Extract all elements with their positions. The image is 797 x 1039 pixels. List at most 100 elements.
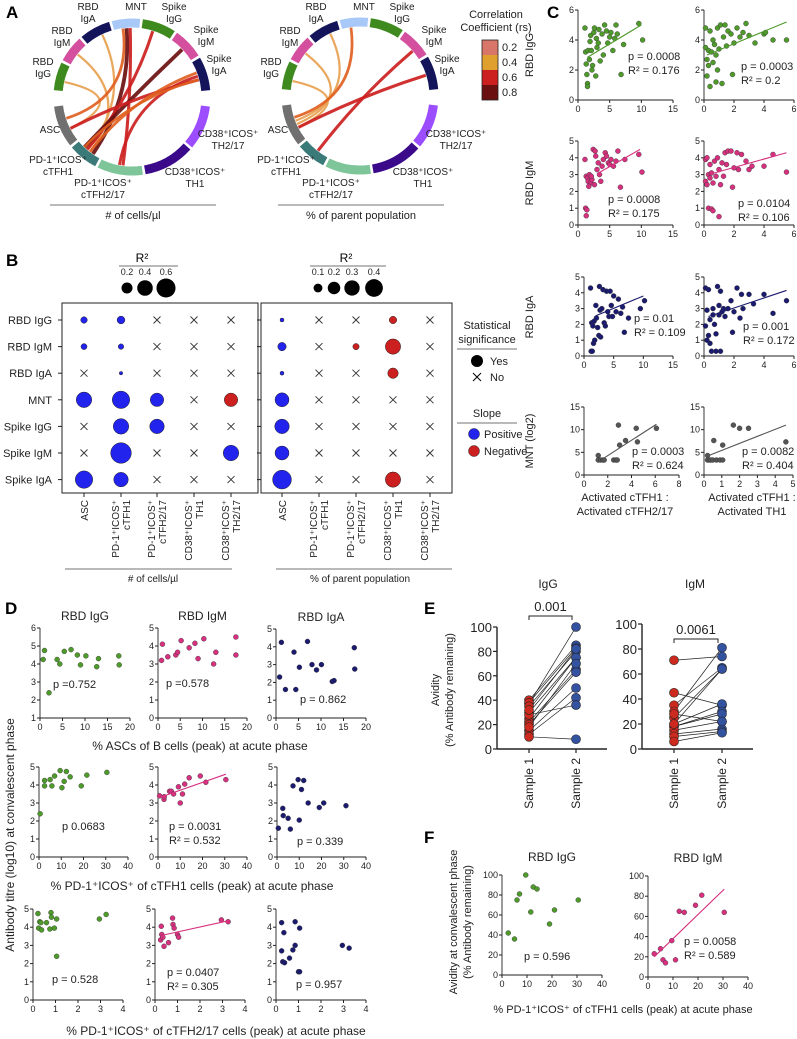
x-tick-label: 0: [701, 479, 706, 489]
not-significant-cross-icon: [190, 369, 198, 378]
plot-title: RBD IgG: [528, 850, 576, 864]
data-point: [77, 662, 84, 668]
y-tick-label: 4: [268, 780, 273, 790]
data-point: [719, 160, 725, 166]
positive-dot: [274, 392, 290, 408]
regression-line: [708, 289, 787, 318]
data-point: [740, 305, 746, 312]
y-tick-label: 3: [695, 304, 700, 314]
data-point: [116, 662, 122, 668]
data-point: [603, 153, 610, 159]
chord-segment-label: RBD: [51, 26, 72, 37]
data-point: [783, 37, 790, 43]
data-point: [595, 40, 601, 46]
data-point: [738, 291, 745, 298]
p-value-label: p = 0.0003: [741, 61, 793, 73]
x-tick-label: 20: [693, 981, 703, 991]
column-label: CD38⁺ICOS⁺ TH1: [184, 500, 206, 561]
x-tick-label: 5: [178, 722, 183, 732]
chord-segment-label: PD-1⁺ICOS⁺: [302, 178, 360, 189]
p-value-label: p = 0.0407: [167, 967, 219, 979]
sample2-point: [717, 651, 727, 662]
x-tick-label: 2: [731, 229, 736, 239]
pair-line: [528, 645, 577, 701]
y-tick-label: 5: [149, 762, 154, 772]
not-significant-cross-icon: [426, 395, 434, 404]
y-axis-label: MNT (log2): [524, 414, 536, 469]
f-ylabel-2: (% Antibody remaining): [462, 865, 474, 979]
chord-link: [316, 50, 414, 152]
data-point: [47, 926, 53, 932]
data-point: [278, 948, 285, 954]
y-tick-label: 100: [615, 617, 637, 632]
y-tick-label: 2: [267, 677, 272, 687]
x-tick-label: 3: [220, 1004, 225, 1014]
data-point: [610, 293, 617, 299]
x-tick-label: 0: [155, 722, 160, 732]
scatter-plot-D9: 0 1 2 3 4 5 0 1 2 3 4 p = 0.957: [267, 904, 369, 1014]
data-point: [295, 776, 301, 783]
sample1-point: [669, 719, 679, 729]
data-point: [749, 163, 755, 169]
data-point: [291, 649, 297, 655]
data-point: [610, 47, 616, 54]
x-tick-label: 0: [36, 861, 41, 871]
y-tick-label: 1: [146, 977, 151, 987]
r-squared-label: R² = 0.106: [738, 212, 790, 224]
y-tick-label: 4: [149, 780, 154, 790]
chord-segment-label: Spike: [193, 25, 218, 36]
data-point: [59, 785, 65, 791]
data-point: [351, 644, 357, 651]
p-value-label: p 0.0683: [62, 821, 105, 833]
data-point: [280, 812, 286, 819]
data-point: [590, 323, 596, 329]
y-tick-label: 100: [483, 870, 498, 880]
data-point: [736, 425, 743, 432]
sample1-point: [524, 731, 534, 742]
r-squared-label: R² = 0.404: [742, 460, 794, 472]
pair-line: [673, 667, 723, 706]
data-point: [704, 181, 710, 188]
data-point: [608, 29, 614, 36]
b-slope-title: Slope: [473, 408, 501, 420]
data-point: [710, 37, 716, 43]
column-label-line2: cTFH1: [320, 500, 331, 530]
chord-segment-label: Spike: [206, 54, 231, 65]
p-value-label: p = 0.957: [296, 979, 342, 991]
data-point: [707, 340, 713, 347]
data-point: [653, 425, 660, 432]
x-tick-label: 10: [638, 360, 648, 370]
chord-segment: [62, 38, 86, 65]
y-tick-label: 10: [570, 425, 580, 435]
data-point: [83, 653, 89, 659]
chord-segment-label: IgG: [394, 14, 410, 25]
x-tick-label: 5: [60, 722, 65, 732]
chord-segment-label: TH1: [414, 179, 433, 190]
positive-dot: [149, 418, 165, 434]
scatter-plot-C6: 0 1 2 3 4 5 0 2 4 6 p = 0.001 R² = 0.172: [695, 272, 797, 370]
data-point: [186, 775, 192, 781]
negative-dot: [224, 392, 238, 407]
pair-line: [673, 656, 723, 661]
row-label: RBD IgG: [8, 315, 52, 327]
d-ylabel: Antibody titre (log10) at convalescent p…: [3, 718, 17, 952]
data-point: [339, 942, 346, 949]
chord-segment: [339, 17, 369, 29]
d-xlabel-row1: % ASCs of B cells (peak) at acute phase: [92, 739, 308, 753]
data-point: [181, 781, 188, 787]
y-tick-label: 2: [24, 959, 29, 969]
f-ylabel-1: Avidity at convalescent phase: [448, 850, 460, 995]
panel-label-f: F: [424, 828, 434, 847]
data-point: [41, 777, 48, 784]
y-tick-label: 1: [569, 203, 574, 213]
data-point: [602, 323, 609, 329]
y-axis-label: RBD IgG: [524, 33, 536, 77]
chord-segment: [420, 56, 439, 91]
chord-segment: [371, 142, 419, 174]
data-point: [161, 943, 167, 950]
data-point: [546, 921, 553, 927]
data-point: [179, 791, 186, 797]
scatter-plot-C3: 0 1 2 3 4 5 0 5 10 15 p = 0.0008 R² = 0.175 RBD IgM: [524, 136, 678, 239]
chord-link: [91, 28, 130, 155]
positive-dot: [80, 343, 88, 350]
